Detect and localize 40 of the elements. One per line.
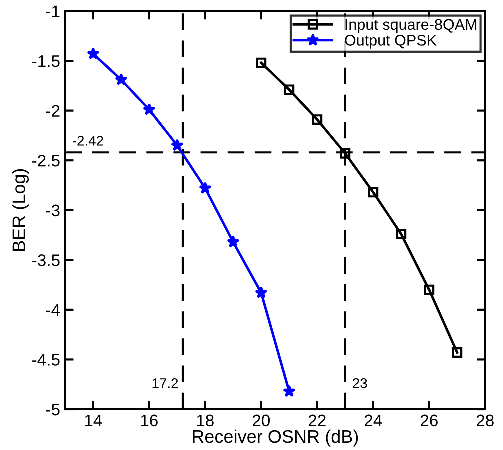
- y-tick-label: -3: [46, 204, 60, 217]
- x-tick-label: 18: [197, 414, 214, 427]
- point: [255, 286, 268, 299]
- point: [227, 236, 240, 248]
- x-tick-label: 24: [364, 414, 382, 426]
- ref-line-label: -2.42: [73, 136, 104, 146]
- point: [424, 284, 435, 296]
- point: [199, 182, 212, 194]
- legend-label: Input square-8QAM: [346, 19, 477, 34]
- y-tick-label: -2: [46, 105, 60, 117]
- point: [256, 58, 267, 68]
- ref-line-label: 17.2: [152, 378, 178, 388]
- point: [87, 47, 100, 60]
- point: [115, 73, 128, 86]
- point: [396, 229, 407, 240]
- point: [171, 139, 184, 152]
- x-tick-label: 26: [420, 414, 438, 427]
- y-tick-label: -2.5: [32, 154, 60, 167]
- point: [283, 384, 296, 398]
- x-tick-label: 28: [476, 414, 494, 427]
- y-tick-label: -1: [46, 6, 60, 18]
- point: [284, 84, 295, 96]
- point: [143, 103, 156, 116]
- point: [340, 148, 351, 159]
- y-tick-label: -4: [46, 304, 60, 316]
- point: [452, 348, 463, 358]
- x-tick-label: 16: [141, 414, 158, 427]
- x-tick-label: 22: [308, 414, 326, 426]
- point: [368, 187, 379, 198]
- y-tick-label: -4.5: [32, 354, 60, 366]
- y-axis-title: BER (Log): [12, 169, 30, 252]
- x-tick-label: 14: [85, 414, 102, 426]
- x-axis-title: Receiver OSNR (dB): [193, 430, 358, 447]
- y-tick-label: -5: [46, 404, 60, 416]
- y-tick-label: -1.5: [32, 56, 60, 68]
- point: [312, 114, 323, 125]
- x-tick-label: 20: [252, 414, 270, 427]
- y-tick-label: -3.5: [32, 254, 60, 266]
- ref-line-label: 23: [353, 378, 368, 388]
- legend-label: Output QPSK: [345, 35, 437, 49]
